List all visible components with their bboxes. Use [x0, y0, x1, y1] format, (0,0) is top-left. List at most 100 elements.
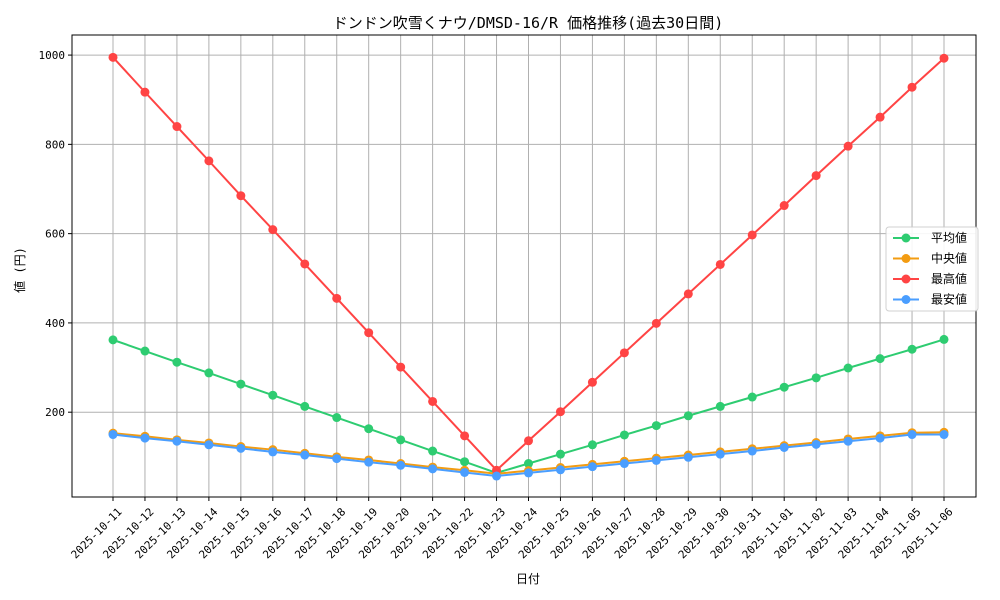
data-point: [332, 413, 342, 423]
data-point: [555, 449, 565, 459]
legend-marker: [901, 254, 911, 263]
data-point: [651, 421, 661, 431]
data-point: [428, 464, 438, 474]
data-point: [396, 460, 406, 470]
chart-title: ドンドン吹雪くナウ/DMSD-16/R 価格推移(過去30日間): [333, 14, 723, 32]
data-point: [332, 454, 342, 464]
data-point: [204, 156, 214, 166]
data-point: [268, 447, 278, 457]
data-point: [587, 440, 597, 450]
data-point: [140, 433, 150, 443]
series-0: [108, 334, 949, 478]
y-axis-label: 値 (円): [12, 247, 27, 293]
data-point: [587, 377, 597, 387]
data-point: [619, 348, 629, 358]
data-point: [875, 433, 885, 443]
data-point: [683, 411, 693, 421]
data-point: [715, 401, 725, 411]
legend-label: 最安値: [931, 292, 967, 307]
data-point: [268, 390, 278, 400]
data-point: [140, 346, 150, 356]
data-point: [108, 335, 118, 345]
legend-marker: [901, 295, 911, 304]
data-point: [524, 459, 533, 469]
data-point: [779, 442, 789, 452]
data-point: [555, 465, 565, 475]
data-point: [683, 452, 693, 462]
data-point: [428, 446, 438, 456]
y-tick-label: 600: [45, 228, 65, 241]
legend-label: 中央値: [931, 251, 967, 266]
data-point: [747, 392, 757, 402]
data-point: [396, 435, 406, 445]
data-point: [332, 293, 342, 303]
data-point: [715, 449, 725, 459]
data-point: [460, 457, 470, 467]
data-point: [843, 141, 853, 151]
data-point: [843, 363, 853, 373]
x-axis-label: 日付: [516, 572, 540, 586]
data-point: [843, 436, 853, 446]
data-point: [587, 462, 597, 472]
data-point: [811, 439, 821, 449]
data-point: [108, 52, 118, 62]
data-point: [907, 344, 917, 354]
data-point: [747, 446, 757, 456]
data-point: [939, 53, 949, 63]
legend-box: [885, 226, 979, 312]
y-tick-label: 1000: [39, 49, 66, 62]
data-point: [108, 430, 118, 440]
data-point: [396, 362, 406, 372]
data-point: [204, 368, 214, 378]
data-point: [300, 450, 310, 460]
data-point: [236, 379, 246, 389]
data-point: [907, 82, 917, 92]
data-point: [619, 459, 629, 469]
series-3: [108, 430, 949, 481]
data-point: [364, 328, 374, 338]
data-point: [140, 87, 150, 97]
data-point: [364, 457, 374, 467]
data-point: [460, 431, 470, 441]
data-point: [524, 436, 533, 446]
plot-frame: [71, 34, 977, 498]
data-point: [428, 396, 438, 406]
data-point: [875, 112, 885, 122]
data-point: [907, 430, 917, 440]
data-point: [268, 225, 278, 235]
y-tick-label: 200: [45, 406, 65, 419]
data-point: [619, 430, 629, 440]
y-tick-label: 400: [45, 317, 65, 330]
legend-marker: [901, 233, 911, 243]
data-point: [236, 443, 246, 453]
data-point: [683, 289, 693, 299]
data-point: [460, 467, 470, 477]
data-point: [651, 455, 661, 465]
data-point: [204, 440, 214, 450]
data-point: [172, 122, 182, 132]
data-point: [300, 259, 310, 269]
legend-label: 平均値: [931, 230, 967, 245]
data-point: [492, 471, 502, 481]
data-point: [811, 171, 821, 181]
data-point: [939, 430, 949, 440]
y-tick-label: 800: [45, 138, 65, 151]
data-point: [172, 357, 182, 367]
data-point: [524, 468, 533, 478]
data-point: [939, 334, 949, 344]
data-point: [300, 401, 310, 411]
legend-marker: [901, 274, 911, 284]
series-2: [108, 52, 949, 475]
data-point: [172, 436, 182, 446]
data-point: [364, 424, 374, 434]
data-point: [236, 191, 246, 201]
data-point: [555, 407, 565, 417]
data-point: [747, 230, 757, 240]
data-point: [651, 318, 661, 328]
data-point: [875, 354, 885, 364]
data-point: [715, 259, 725, 269]
legend-label: 最高値: [931, 271, 967, 286]
data-point: [779, 382, 789, 392]
